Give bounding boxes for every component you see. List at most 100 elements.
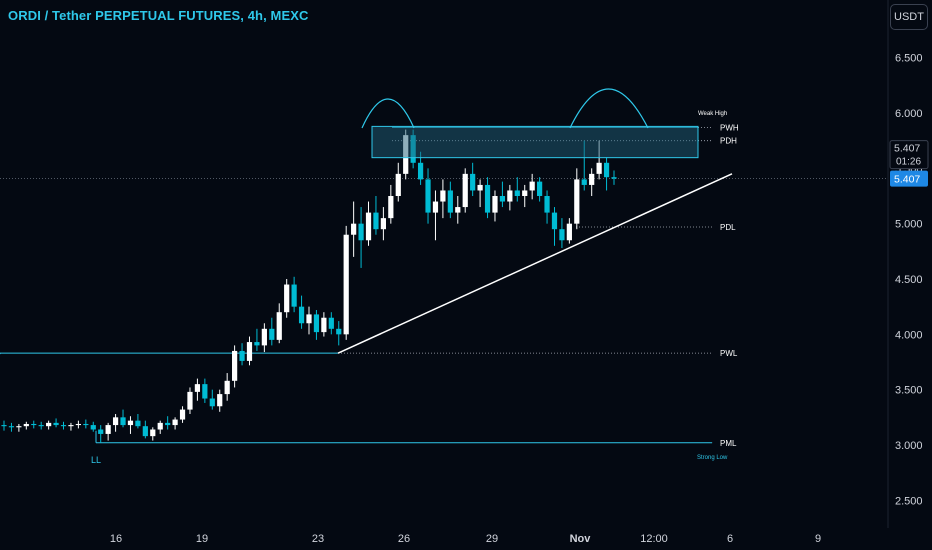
candle-body [1,425,7,427]
candle-body [596,162,602,174]
candle-body [440,190,446,202]
pdl-label: PDL [720,223,736,232]
candle-body [165,422,171,426]
candle [23,421,29,430]
candle [380,207,386,241]
candle-body [544,196,550,213]
candle [276,303,282,344]
candle-body [179,409,186,420]
candle-body [484,184,491,213]
candle [611,170,617,185]
candle-body [462,173,468,208]
candle [38,421,44,430]
candle [142,420,148,439]
countdown-value: 01:26 [896,157,921,168]
candle-body [254,342,260,346]
candle [98,425,104,443]
candle [544,190,550,224]
candle [529,173,535,200]
last-price-value: 5.407 [894,143,920,155]
candle-body [53,422,59,426]
candle-body [589,173,595,185]
candle-body [306,314,312,324]
candle-body [351,223,357,235]
candle-body [98,429,104,434]
candle-body [551,212,558,230]
price-tick-label: 3.500 [895,385,923,397]
candle [202,378,208,403]
candle-body [68,425,74,427]
candle [90,421,96,432]
candle [68,422,74,431]
candle [298,295,305,329]
candle-body [492,196,498,213]
candle [477,179,483,208]
candle [559,218,565,249]
candle-body [284,284,290,313]
candle-body [380,218,386,230]
candle [507,184,513,211]
candle-body [313,314,320,333]
candle [224,373,230,401]
candle [551,207,558,246]
candle [16,423,22,432]
time-axis-label: 9 [815,533,821,545]
candle-body [246,342,253,361]
candle-body [507,190,513,202]
candle-body [499,196,506,202]
candle-body [388,196,394,219]
candle [484,177,491,219]
candle-body [8,426,15,428]
candle [462,168,468,213]
trendline [337,173,733,354]
candle [246,336,253,366]
candle [53,418,59,428]
currency-button[interactable]: USDT [890,4,928,30]
price-tick-label: 2.500 [895,495,923,507]
candle-body [135,420,141,427]
candle-body [365,212,372,241]
candle [127,416,134,434]
candle-body [46,422,52,427]
candle [284,279,290,318]
supply-zone [371,125,699,159]
candle-body [232,350,238,381]
candle [209,389,215,410]
candle [522,184,528,208]
candle [388,184,394,224]
candle [60,421,67,430]
candle-body [60,425,67,427]
candle-body [395,173,401,196]
candle [328,312,334,335]
candle [343,225,349,340]
candle-body [417,162,424,180]
time-axis-label: 12:00 [640,533,668,545]
candle-body [603,162,610,178]
candle [447,181,453,219]
candle [31,420,37,429]
chart-title: ORDI / Tether PERPETUAL FUTURES, 4h, MEX… [8,8,309,23]
candle [425,168,431,224]
candle [194,378,201,401]
price-tick-label: 6.500 [895,53,923,65]
candle-body [224,380,230,395]
candle [179,406,186,423]
candle [8,422,15,432]
right-arc [569,88,649,129]
candle [589,168,595,196]
candle [157,420,163,434]
candle [187,387,193,415]
candle-body [261,328,267,346]
candle-body [187,391,193,410]
weak-high-label: Weak High [698,111,727,117]
candle-body [127,420,134,426]
candle-body [90,425,96,430]
candle [217,389,223,412]
price-tick-label: 3.000 [895,440,923,452]
last-price-tag [890,170,928,187]
candle [150,427,156,441]
candle-body [276,312,282,340]
candle [351,201,357,257]
pwl-label: PWL [720,349,738,358]
